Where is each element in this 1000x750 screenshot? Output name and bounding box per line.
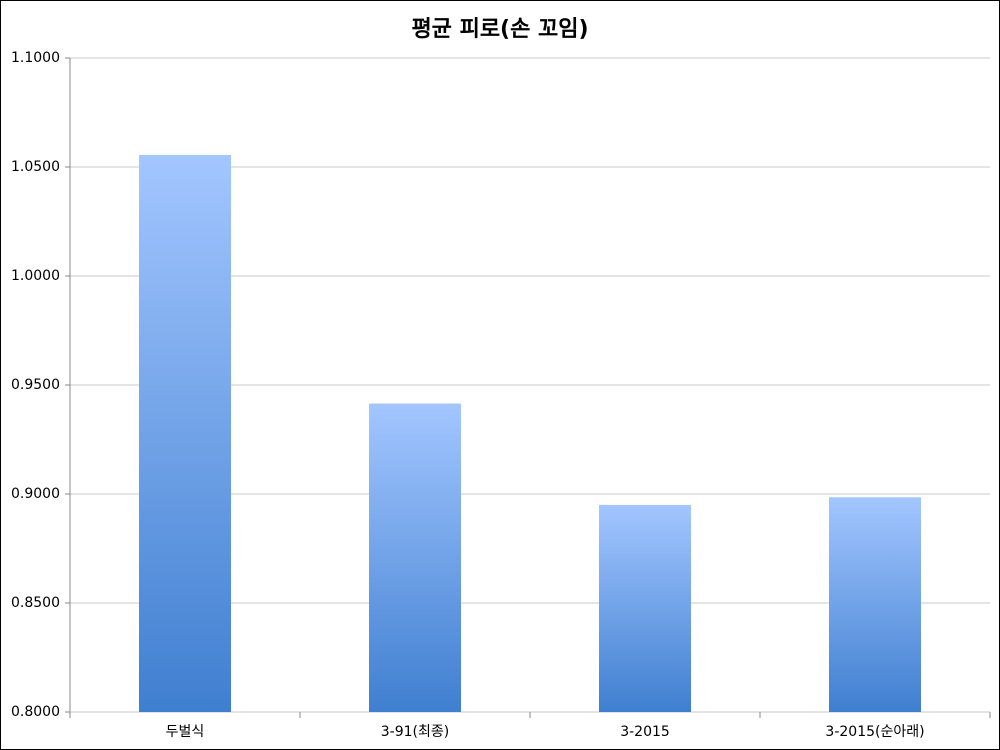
x-tick-label: 3-2015(순아래)	[825, 724, 924, 740]
y-tick-label: 0.8000	[11, 704, 60, 720]
x-tick-label: 3-91(최종)	[381, 724, 449, 740]
y-tick-label: 1.0500	[11, 159, 60, 175]
y-tick-label: 1.0000	[11, 268, 60, 284]
y-tick-label: 0.8500	[11, 595, 60, 611]
y-tick-label: 0.9000	[11, 486, 60, 502]
x-tick-label: 두벌식	[166, 724, 205, 740]
x-tick-label: 3-2015	[620, 724, 670, 740]
chart-title: 평균 피로(손 꼬임)	[411, 17, 588, 42]
bar	[829, 497, 921, 712]
bar	[599, 504, 691, 712]
y-tick-label: 0.9500	[11, 377, 60, 393]
y-tick-label: 1.1000	[11, 50, 60, 66]
bar	[369, 403, 461, 712]
bar	[139, 155, 231, 712]
